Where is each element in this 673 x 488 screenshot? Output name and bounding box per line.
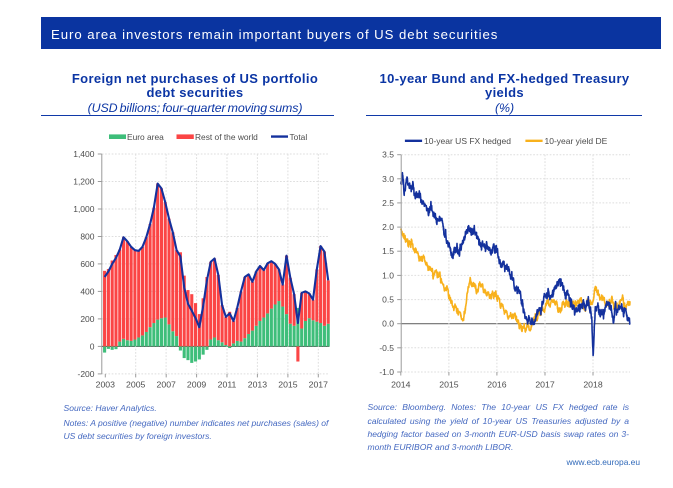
- svg-text:2011: 2011: [218, 379, 237, 389]
- svg-text:1,200: 1,200: [73, 177, 95, 187]
- svg-text:2015: 2015: [278, 379, 297, 389]
- svg-text:200: 200: [80, 314, 94, 324]
- svg-text:3.0: 3.0: [382, 174, 394, 184]
- svg-text:600: 600: [80, 259, 94, 269]
- svg-text:Euro area: Euro area: [127, 132, 164, 142]
- svg-text:2017: 2017: [535, 379, 554, 389]
- svg-text:-0.5: -0.5: [379, 343, 394, 353]
- svg-text:10-year yield DE: 10-year yield DE: [545, 136, 608, 146]
- svg-text:0: 0: [90, 341, 95, 351]
- svg-text:2017: 2017: [309, 379, 328, 389]
- svg-text:1.0: 1.0: [382, 270, 394, 280]
- svg-text:800: 800: [80, 232, 94, 242]
- svg-text:Rest of the world: Rest of the world: [195, 132, 258, 142]
- svg-text:-1.0: -1.0: [379, 367, 394, 377]
- svg-text:0.5: 0.5: [382, 295, 394, 305]
- svg-text:2014: 2014: [391, 379, 410, 389]
- svg-text:2007: 2007: [157, 379, 176, 389]
- svg-text:10-year US FX hedged: 10-year US FX hedged: [424, 136, 511, 146]
- svg-text:1,000: 1,000: [73, 204, 95, 214]
- svg-text:Total: Total: [290, 132, 308, 142]
- svg-text:400: 400: [80, 286, 94, 296]
- svg-text:2013: 2013: [248, 379, 267, 389]
- svg-text:2003: 2003: [96, 379, 115, 389]
- svg-text:3.5: 3.5: [382, 150, 394, 160]
- svg-text:2005: 2005: [126, 379, 145, 389]
- svg-text:2009: 2009: [187, 379, 206, 389]
- svg-text:2015: 2015: [439, 379, 458, 389]
- svg-text:1.5: 1.5: [382, 246, 394, 256]
- svg-text:2018: 2018: [583, 379, 602, 389]
- svg-text:2.5: 2.5: [382, 198, 394, 208]
- svg-text:1,400: 1,400: [73, 149, 95, 159]
- svg-text:2.0: 2.0: [382, 222, 394, 232]
- svg-text:-200: -200: [77, 369, 94, 379]
- svg-text:0.0: 0.0: [382, 319, 394, 329]
- svg-text:2016: 2016: [487, 379, 506, 389]
